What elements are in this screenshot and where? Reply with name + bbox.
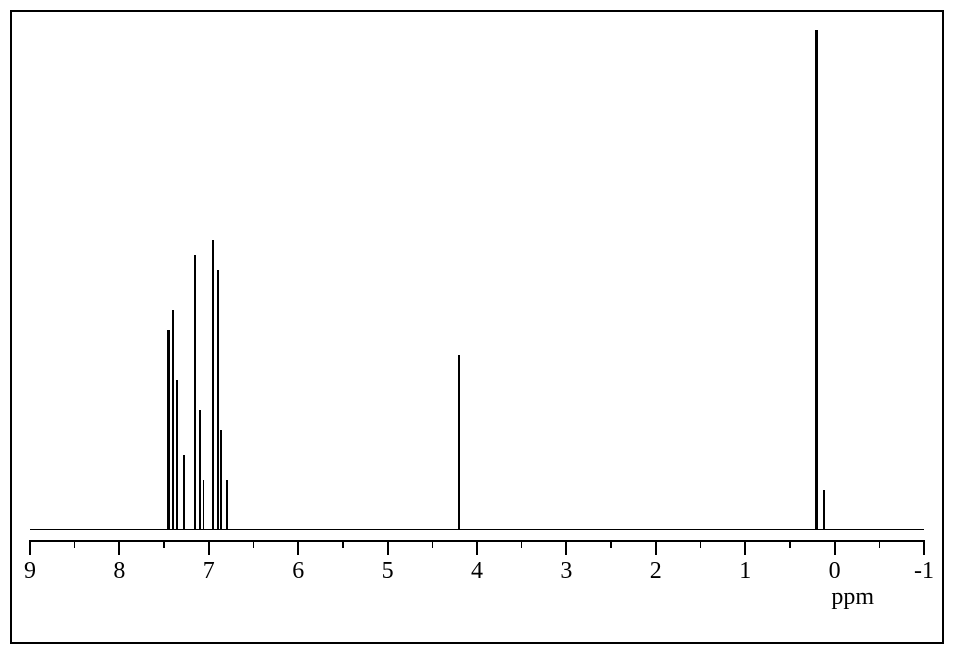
tick-major [923,540,925,555]
tick-minor [74,540,76,548]
peak [172,310,174,530]
peak [199,410,201,530]
tick-label: 0 [829,558,841,585]
peak [815,30,818,530]
peak [176,380,178,530]
peak [220,430,222,530]
nmr-chart: 9876543210-1 ppm [30,30,924,624]
peak [823,490,825,530]
tick-major [387,540,389,555]
tick-minor [789,540,791,548]
tick-label: 7 [203,558,215,585]
tick-label: 1 [739,558,751,585]
peak [217,270,219,530]
tick-minor [700,540,702,548]
tick-minor [163,540,165,548]
tick-major [297,540,299,555]
peak [226,480,228,530]
tick-label: 4 [471,558,483,585]
tick-label: 6 [292,558,304,585]
tick-minor [432,540,434,548]
tick-minor [610,540,612,548]
tick-label: 5 [382,558,394,585]
peak [203,480,205,530]
tick-label: 8 [113,558,125,585]
tick-major [29,540,31,555]
tick-major [655,540,657,555]
tick-minor [879,540,881,548]
baseline [30,529,924,530]
tick-major [565,540,567,555]
plot-area [30,30,924,530]
peak [194,255,196,530]
tick-label: -1 [914,558,934,585]
tick-label: 9 [24,558,36,585]
tick-label: 2 [650,558,662,585]
tick-minor [342,540,344,548]
peak [458,355,460,530]
tick-major [118,540,120,555]
tick-major [208,540,210,555]
tick-major [476,540,478,555]
x-axis: 9876543210-1 ppm [30,540,924,600]
peak [183,455,185,530]
tick-label: 3 [560,558,572,585]
peak [212,240,214,530]
tick-minor [253,540,255,548]
tick-major [744,540,746,555]
tick-major [834,540,836,555]
tick-minor [521,540,523,548]
axis-label: ppm [831,584,874,611]
peak [167,330,169,530]
